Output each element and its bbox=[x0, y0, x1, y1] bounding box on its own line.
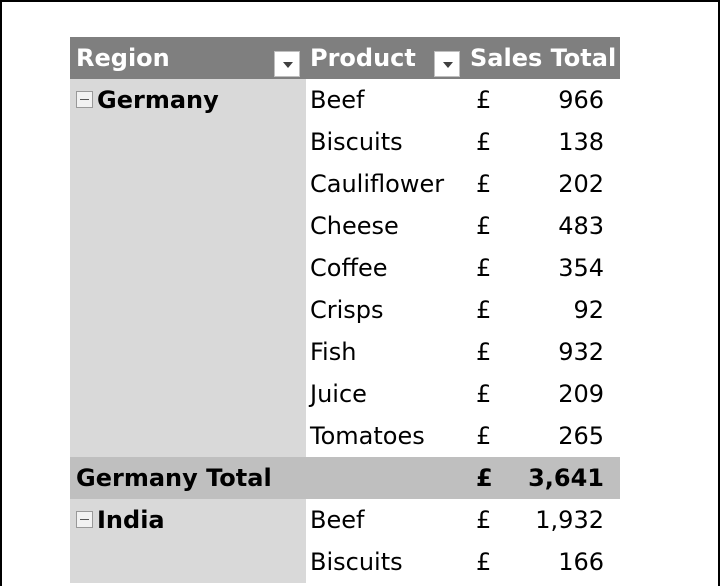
collapse-minus-icon[interactable] bbox=[76, 90, 93, 108]
table-row: Biscuits £ 138 bbox=[70, 121, 620, 163]
table-row: India Beef £ 1,932 bbox=[70, 499, 620, 541]
currency-cell: £ bbox=[476, 296, 492, 324]
value-cell[interactable]: 92 bbox=[573, 296, 604, 324]
product-cell[interactable]: Beef bbox=[310, 86, 365, 114]
product-cell[interactable]: Crisps bbox=[310, 296, 384, 324]
subtotal-row: Germany Total £ 3,641 bbox=[70, 457, 620, 499]
product-cell[interactable]: Biscuits bbox=[310, 128, 403, 156]
table-row: Cauliflower £ 202 bbox=[70, 163, 620, 205]
value-cell[interactable]: 932 bbox=[558, 338, 604, 366]
product-cell[interactable]: Biscuits bbox=[310, 548, 403, 576]
region-band bbox=[70, 499, 306, 583]
table-row: Juice £ 209 bbox=[70, 373, 620, 415]
subtotal-value[interactable]: 3,641 bbox=[528, 464, 604, 492]
currency-cell: £ bbox=[476, 254, 492, 282]
product-cell[interactable]: Fish bbox=[310, 338, 357, 366]
value-cell[interactable]: 202 bbox=[558, 170, 604, 198]
region-label-germany[interactable]: Germany bbox=[70, 79, 306, 121]
value-cell[interactable]: 138 bbox=[558, 128, 604, 156]
product-filter-dropdown-icon[interactable] bbox=[434, 51, 460, 77]
product-header: Product bbox=[310, 44, 416, 72]
table-row: Fish £ 932 bbox=[70, 331, 620, 373]
currency-cell: £ bbox=[476, 86, 492, 114]
product-cell[interactable]: Cheese bbox=[310, 212, 399, 240]
value-cell[interactable]: 966 bbox=[558, 86, 604, 114]
region-group-germany: Germany Beef £ 966 Biscuits £ 138 Caulif… bbox=[70, 79, 620, 457]
region-label-india[interactable]: India bbox=[70, 499, 306, 541]
currency-cell: £ bbox=[476, 212, 492, 240]
table-row: Tomatoes £ 265 bbox=[70, 415, 620, 457]
region-filter-dropdown-icon[interactable] bbox=[274, 51, 300, 77]
pivot-table: Region Product Sales Total Germany Beef … bbox=[70, 37, 620, 583]
currency-cell: £ bbox=[476, 380, 492, 408]
subtotal-label[interactable]: Germany Total bbox=[76, 464, 272, 492]
value-cell[interactable]: 483 bbox=[558, 212, 604, 240]
product-cell[interactable]: Coffee bbox=[310, 254, 388, 282]
table-row: Coffee £ 354 bbox=[70, 247, 620, 289]
subtotal-currency: £ bbox=[476, 464, 493, 492]
value-cell[interactable]: 1,932 bbox=[535, 506, 604, 534]
region-group-india: India Beef £ 1,932 Biscuits £ 166 bbox=[70, 499, 620, 583]
product-cell[interactable]: Tomatoes bbox=[310, 422, 425, 450]
currency-cell: £ bbox=[476, 422, 492, 450]
product-cell[interactable]: Juice bbox=[310, 380, 367, 408]
value-cell[interactable]: 209 bbox=[558, 380, 604, 408]
region-header: Region bbox=[76, 44, 170, 72]
currency-cell: £ bbox=[476, 338, 492, 366]
table-row: Cheese £ 483 bbox=[70, 205, 620, 247]
table-row: Biscuits £ 166 bbox=[70, 541, 620, 583]
currency-cell: £ bbox=[476, 548, 492, 576]
table-row: Crisps £ 92 bbox=[70, 289, 620, 331]
collapse-minus-icon[interactable] bbox=[76, 510, 93, 528]
sales-total-header: Sales Total bbox=[470, 44, 617, 72]
pivot-header-row: Region Product Sales Total bbox=[70, 37, 620, 79]
currency-cell: £ bbox=[476, 170, 492, 198]
region-band bbox=[70, 79, 306, 457]
currency-cell: £ bbox=[476, 128, 492, 156]
value-cell[interactable]: 166 bbox=[558, 548, 604, 576]
value-cell[interactable]: 265 bbox=[558, 422, 604, 450]
product-cell[interactable]: Cauliflower bbox=[310, 170, 445, 198]
currency-cell: £ bbox=[476, 506, 492, 534]
product-cell[interactable]: Beef bbox=[310, 506, 365, 534]
table-row: Germany Beef £ 966 bbox=[70, 79, 620, 121]
value-cell[interactable]: 354 bbox=[558, 254, 604, 282]
